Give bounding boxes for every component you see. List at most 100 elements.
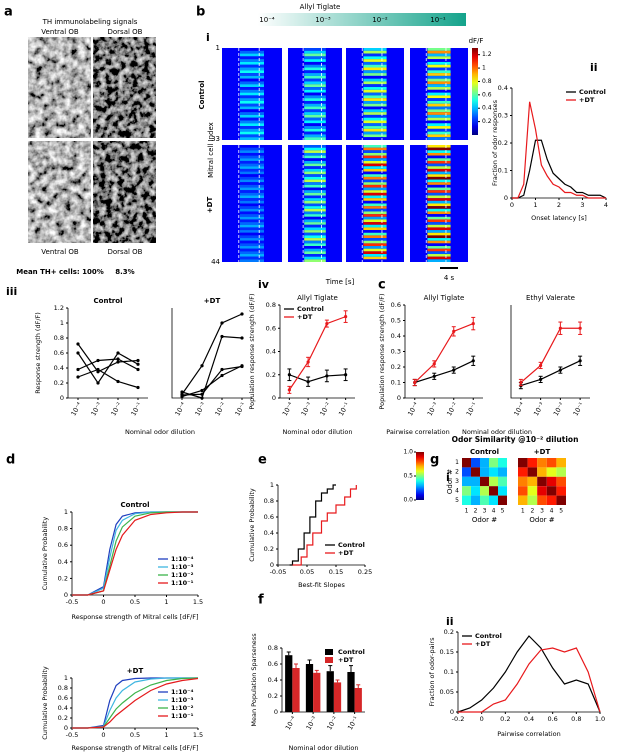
legend-label: 1:10⁻⁴ — [171, 555, 194, 563]
heatmap-response — [363, 206, 387, 209]
heatmap-response — [240, 211, 264, 215]
heatmap-response — [240, 171, 264, 175]
heatmap-response — [427, 50, 451, 54]
y-tick-label: 0.4 — [266, 348, 276, 356]
heatmap-response — [304, 75, 326, 79]
heatmap-response — [363, 211, 387, 215]
heatmap-response — [240, 56, 264, 60]
heatmap-response — [240, 182, 264, 185]
heatmap-cell — [462, 486, 471, 496]
x-tick-label: 10⁻² — [213, 401, 227, 418]
heatmap-response — [427, 224, 451, 228]
heatmap-response — [363, 48, 387, 51]
heatmap-response — [427, 134, 451, 138]
chart-title: Control — [121, 501, 150, 509]
legend-label: +DT — [297, 313, 313, 321]
heatmap-cell — [556, 467, 566, 477]
footer-label: 8.3% — [115, 268, 134, 276]
heatmap-response — [240, 179, 264, 183]
heatmap-response — [304, 187, 326, 191]
heatmap-response — [240, 198, 264, 201]
heatmap-response — [363, 251, 387, 255]
heatmap-response — [304, 227, 326, 231]
heatmap-response — [363, 256, 387, 260]
heatmap-response — [363, 67, 387, 71]
x-tick-label: 3 — [580, 201, 584, 209]
x-tick-label: 1 — [521, 508, 525, 515]
marker — [413, 380, 417, 385]
heatmap-response — [304, 168, 326, 172]
heatmap-cell — [537, 458, 547, 468]
heatmap-response — [363, 192, 387, 196]
heatmap-response — [240, 216, 264, 220]
colorbar-label: Pairwise correlation — [386, 428, 450, 436]
heatmap-response — [240, 248, 264, 252]
heatmap-response — [427, 106, 451, 110]
heatmap-response — [363, 70, 387, 74]
heatmap-response — [363, 174, 387, 177]
series-line — [512, 101, 606, 199]
heatmap-response — [427, 163, 451, 167]
y-tick-label: 1 — [270, 481, 274, 489]
heatmap-response — [240, 84, 264, 88]
bar — [354, 688, 362, 712]
x-axis-label: Nominal odor dilution — [125, 428, 195, 436]
heatmap-response — [427, 48, 451, 51]
series-line — [72, 511, 198, 596]
heatmap-response — [240, 117, 264, 121]
heatmap-response — [304, 53, 326, 57]
heatmap-response — [304, 176, 326, 180]
x-tick-label: 3 — [483, 508, 487, 515]
y-tick-label: 0.15 — [440, 648, 454, 656]
y-axis-label: Mean Population Sparseness — [250, 633, 258, 727]
marker — [76, 342, 80, 346]
y-tick-label: 0.8 — [58, 684, 68, 692]
chart-title: +DT — [127, 667, 144, 675]
heatmap-cell — [471, 458, 480, 468]
marker — [578, 359, 582, 363]
heatmap-response — [304, 109, 326, 113]
x-tick-label: 10⁻⁴ — [281, 401, 295, 418]
heatmap-cell — [498, 486, 507, 496]
series-line — [72, 677, 199, 729]
colorbar-tick-label: 0.8 — [482, 78, 492, 85]
heatmap-cell — [462, 458, 471, 468]
heatmap-response — [363, 53, 387, 57]
x-tick-label: -0.05 — [270, 568, 287, 576]
heatmap-response — [427, 78, 451, 82]
x-tick-label: 1 — [164, 598, 168, 606]
heatmap-response — [240, 131, 264, 135]
y-tick-label: 0 — [272, 394, 276, 402]
heatmap-response — [240, 195, 264, 199]
heatmap-response — [427, 120, 451, 124]
heatmap-cell — [480, 467, 489, 477]
marker — [344, 315, 348, 319]
heatmap-response — [240, 240, 264, 244]
marker — [325, 374, 329, 378]
series-line — [289, 484, 336, 566]
heatmap-response — [304, 166, 326, 169]
heatmap-response — [240, 50, 264, 54]
marker — [519, 380, 523, 385]
marker — [96, 358, 100, 363]
dilution-label: 10⁻² — [372, 16, 388, 24]
heatmap-response — [240, 232, 264, 236]
x-tick-label: 10⁻² — [109, 401, 123, 418]
heatmap-response — [363, 195, 387, 199]
series-line — [77, 358, 139, 371]
heatmap-response — [304, 131, 326, 135]
heatmap-response — [427, 150, 451, 153]
legend-label: Control — [475, 632, 502, 640]
heatmap-response — [304, 112, 326, 115]
heatmap-response — [240, 176, 264, 180]
heatmap-response — [304, 240, 326, 244]
legend-label: Control — [338, 648, 365, 656]
x-tick-label: 10⁻³ — [305, 715, 319, 732]
heatmap-response — [304, 235, 326, 239]
panel-letter: e — [258, 453, 267, 468]
heatmap-response — [304, 195, 326, 199]
heatmap-response — [240, 123, 264, 127]
heatmap-response — [363, 163, 387, 167]
heatmap-response — [427, 145, 451, 148]
